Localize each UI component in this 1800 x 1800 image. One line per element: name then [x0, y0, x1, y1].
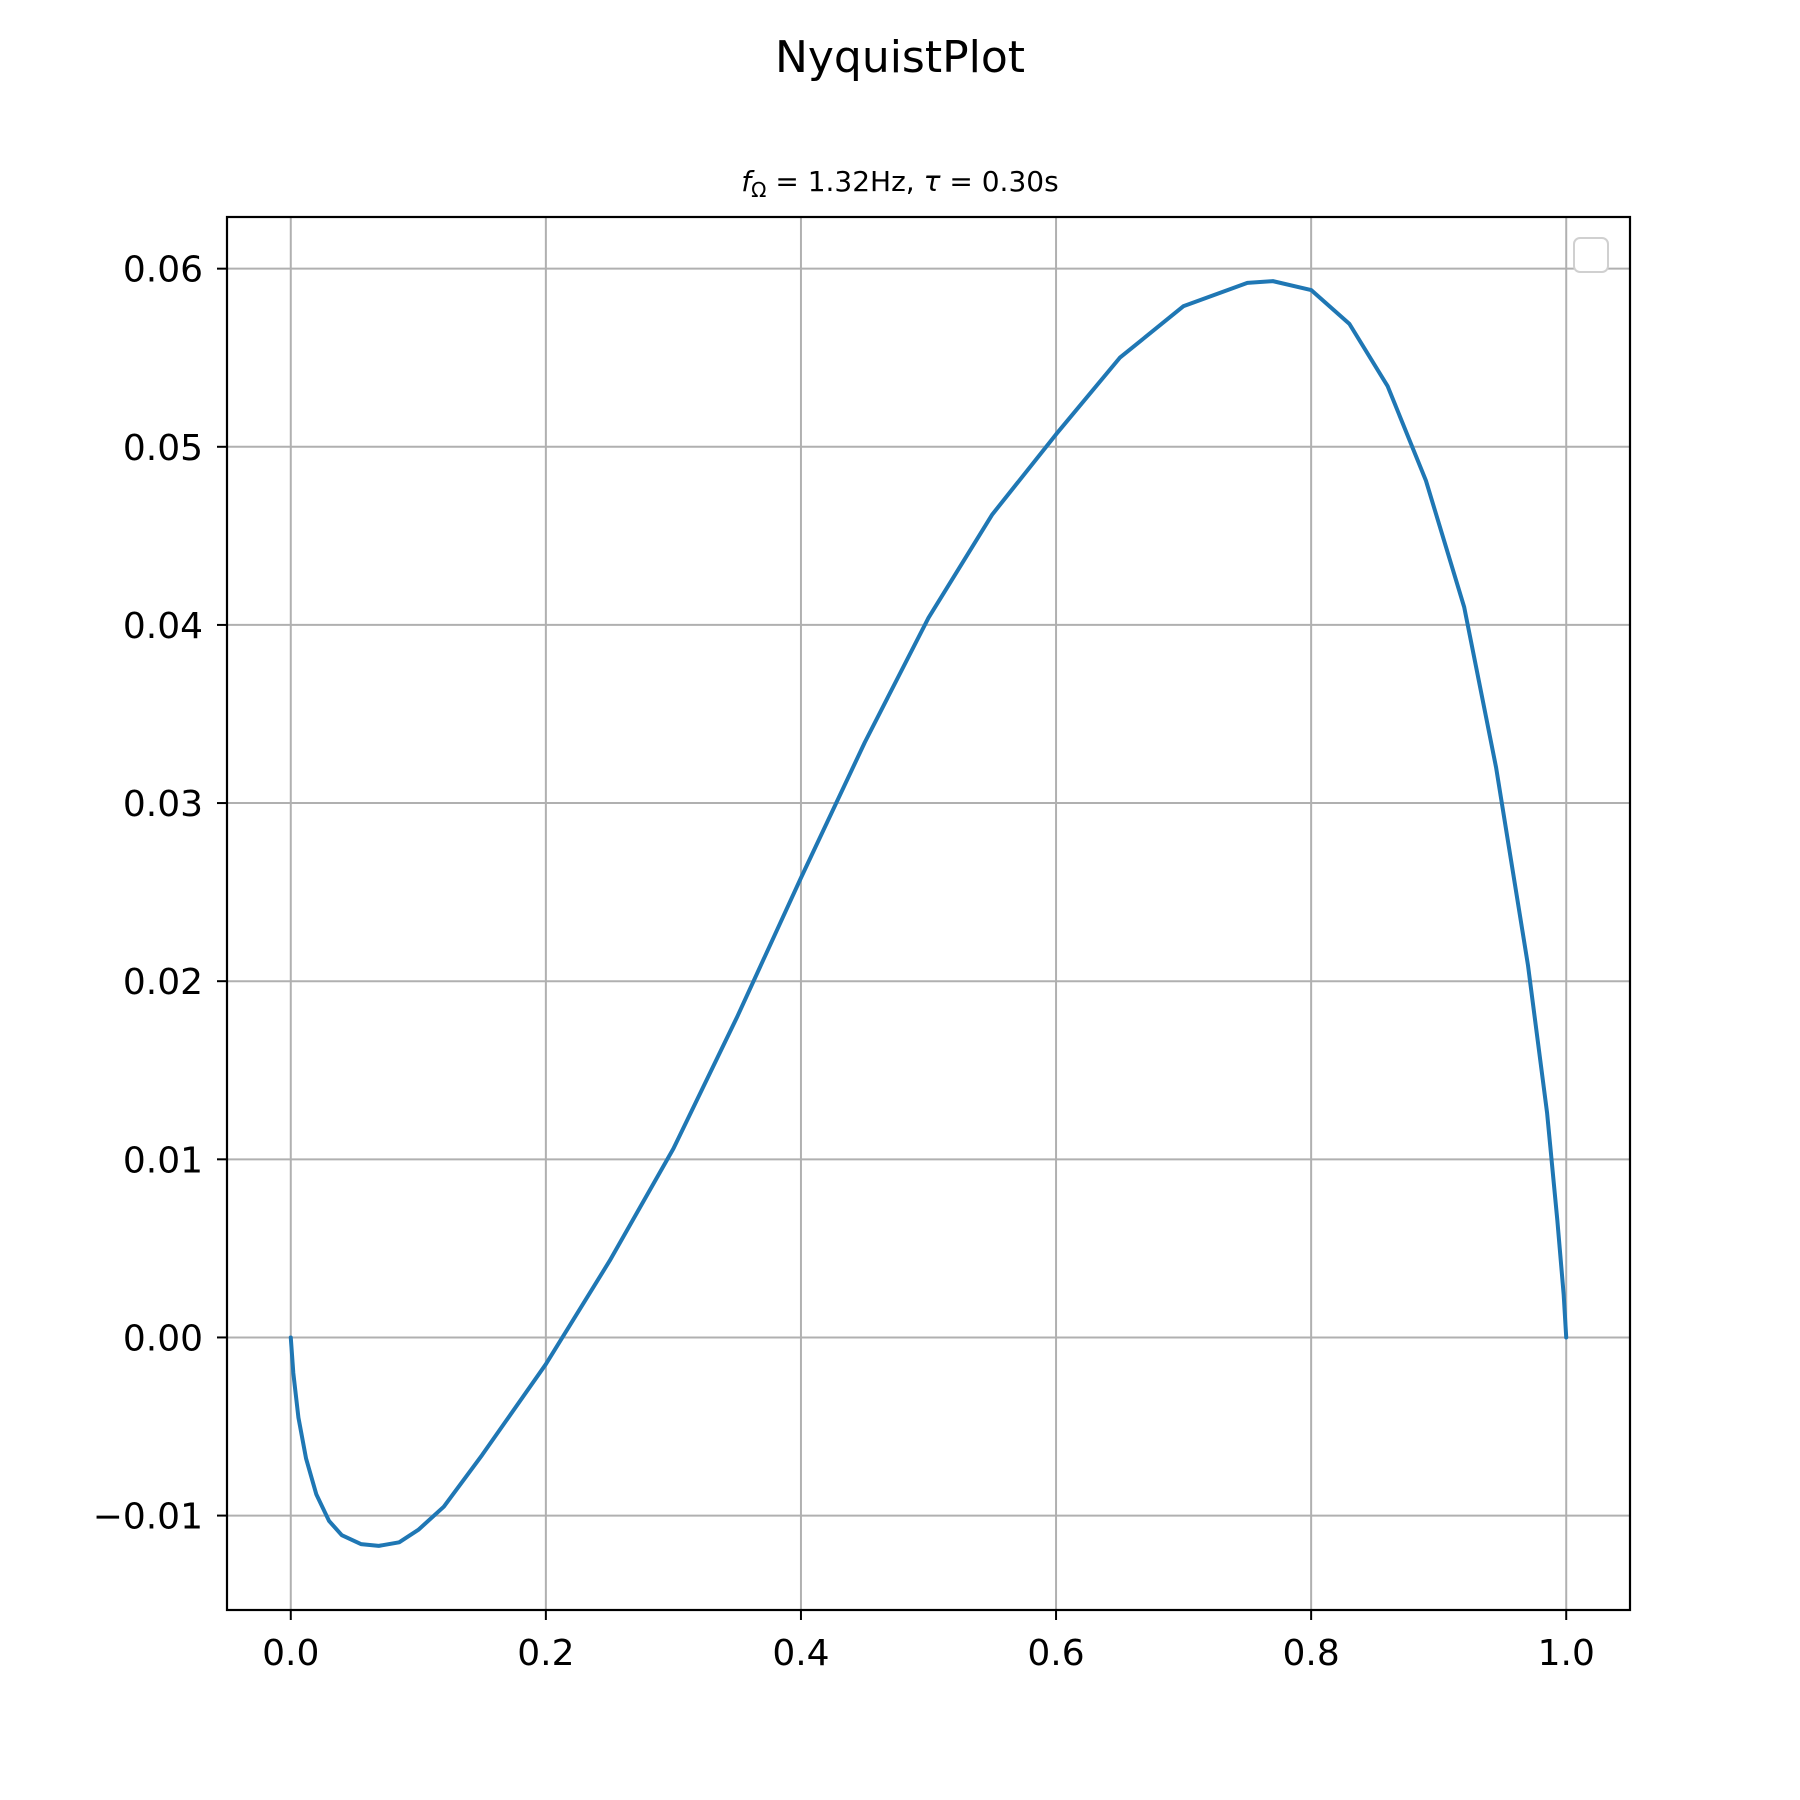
y-tick-label: 0.03 [123, 784, 203, 825]
y-tick-label: 0.02 [123, 962, 203, 1003]
y-tick-label: 0.00 [123, 1318, 203, 1359]
x-tick-label: 0.0 [262, 1633, 319, 1674]
x-tick-label: 0.8 [1283, 1633, 1340, 1674]
y-tick-label: −0.01 [93, 1497, 203, 1538]
chart-subtitle: fΩ = 1.32Hz, τ = 0.30s [741, 165, 1058, 202]
subtitle-f-subscript: Ω [751, 178, 766, 202]
grid-layer [227, 217, 1630, 1610]
series-layer [288, 279, 1569, 1548]
series-line [288, 279, 1569, 1548]
x-tick-label: 0.6 [1027, 1633, 1084, 1674]
y-tick-label: 0.06 [123, 250, 203, 291]
x-tick-label: 1.0 [1538, 1633, 1595, 1674]
y-tick-label: 0.01 [123, 1140, 203, 1181]
x-tick-label: 0.4 [772, 1633, 829, 1674]
axes-frame [225, 215, 1632, 1612]
y-tick-label: 0.04 [123, 606, 203, 647]
legend-box [1573, 237, 1609, 273]
tick-layer: 0.0 0.2 0.4 0.6 0.8 1.0 −0.01 0.00 0.01 0.02 0.03 0… [93, 250, 1595, 1674]
x-tick-label: 0.2 [517, 1633, 574, 1674]
subtitle-tau-symbol: τ [924, 165, 941, 198]
y-tick-label: 0.05 [123, 428, 203, 469]
subtitle-tau-value: = 0.30s [940, 165, 1058, 198]
subtitle-f-value: = 1.32Hz, [766, 165, 923, 198]
chart-title: NyquistPlot [775, 32, 1025, 83]
